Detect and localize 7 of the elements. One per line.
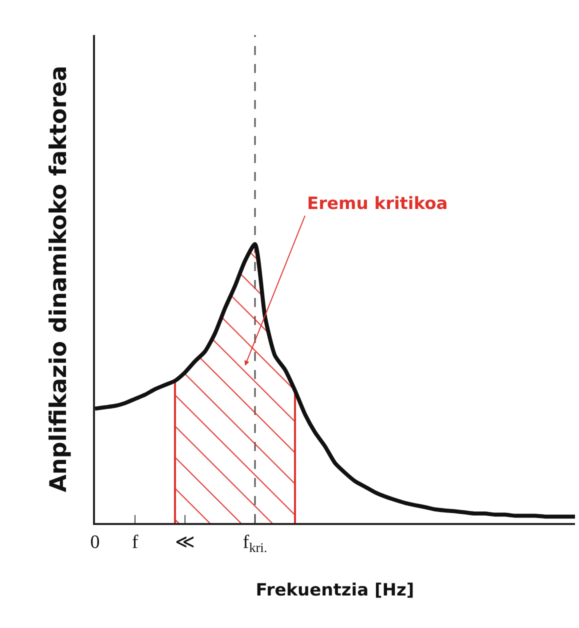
x-tick-label: f$_{kri.}$ <box>242 532 268 555</box>
x-tick-label: f <box>132 532 139 553</box>
x-tick-label: 0 <box>90 532 100 553</box>
x-tick-label: ≪ <box>175 532 195 553</box>
x-axis-title: Frekuentzia [Hz] <box>256 580 414 601</box>
y-axis-title: Anplifikazio dinamikoko faktorea <box>46 66 72 492</box>
text: Eremu kritikoa <box>307 194 448 214</box>
